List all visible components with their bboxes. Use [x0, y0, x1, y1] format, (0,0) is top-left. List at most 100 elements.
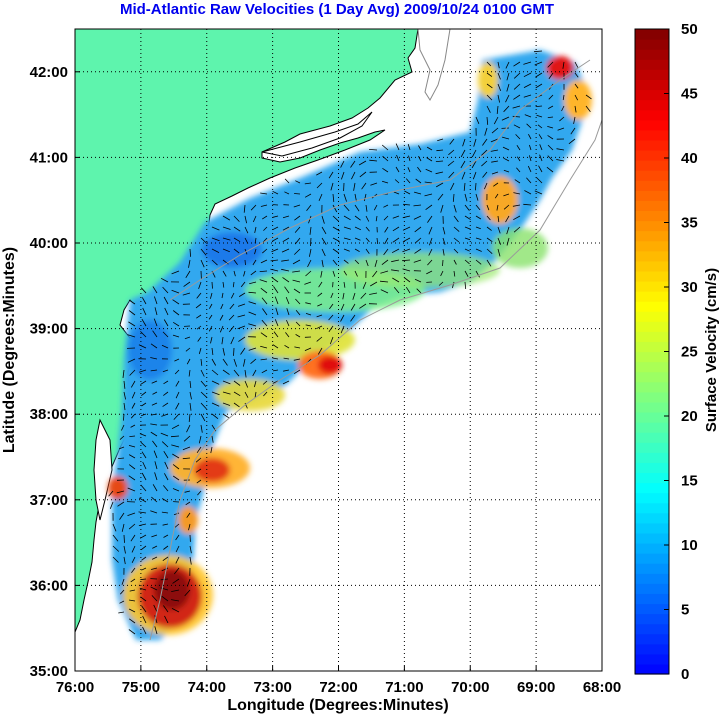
velocity-arrow [486, 105, 491, 113]
velocity-arrow [128, 629, 136, 635]
velocity-arrow [403, 277, 411, 283]
colorbar-swatch [635, 190, 669, 201]
colorbar-swatch [635, 139, 669, 151]
velocity-arrow [413, 215, 422, 220]
velocity-arrow [496, 204, 499, 211]
velocity-arrow [154, 615, 158, 624]
velocity-arrow [173, 567, 180, 575]
colorbar-tick-label: 5 [681, 602, 689, 619]
velocity-arrow [284, 191, 290, 195]
colorbar-swatch [635, 351, 669, 363]
velocity-arrow [164, 307, 169, 316]
velocity-arrow [131, 567, 136, 573]
velocity-arrow [547, 135, 554, 140]
velocity-arrow [175, 380, 180, 387]
velocity-arrow [513, 94, 521, 100]
velocity-arrow [340, 314, 345, 322]
colorbar-swatch [635, 119, 669, 131]
velocity-arrow [343, 204, 350, 212]
velocity-arrow [274, 319, 279, 327]
velocity-arrow [140, 596, 147, 602]
velocity-arrow [395, 166, 400, 173]
velocity-arrow [463, 182, 466, 191]
velocity-arrow [354, 215, 361, 221]
velocity-arrow [286, 319, 290, 327]
velocity-arrow [304, 281, 312, 285]
velocity-arrow [198, 281, 202, 290]
velocity-arrow [316, 314, 323, 318]
velocity-arrow [171, 608, 180, 613]
velocity-arrow [352, 292, 356, 300]
velocity-arrow [119, 435, 125, 440]
velocity-arrow [547, 144, 554, 151]
velocity-arrow [189, 248, 191, 257]
colorbar-swatch [635, 411, 669, 423]
velocity-arrow [475, 226, 481, 230]
velocity-arrow [154, 626, 158, 635]
velocity-arrow [449, 138, 455, 145]
velocity-arrow [200, 391, 208, 398]
velocity-arrow [328, 325, 334, 333]
colorbar-swatch [635, 160, 669, 171]
colorbar-swatch [635, 502, 669, 514]
velocity-arrow [248, 301, 257, 305]
colorbar-swatch [635, 331, 669, 343]
velocity-arrow [175, 545, 180, 553]
velocity-arrow [568, 138, 576, 145]
velocity-arrow [321, 226, 327, 235]
velocity-arrow [219, 325, 224, 333]
velocity-arrow [317, 292, 323, 297]
colorbar-swatch [635, 522, 669, 534]
colorbar-swatch [635, 492, 669, 504]
velocity-arrow [383, 204, 389, 208]
velocity-arrow [282, 237, 290, 243]
velocity-arrow [211, 435, 214, 443]
velocity-arrow [512, 204, 521, 207]
velocity-arrow [232, 281, 235, 288]
velocity-arrow [497, 237, 502, 245]
velocity-arrow [513, 124, 521, 129]
velocity-arrow [248, 323, 257, 327]
velocity-arrow [365, 237, 370, 243]
velocity-arrow [497, 226, 501, 234]
velocity-arrow [109, 501, 114, 509]
colorbar-swatch [635, 381, 669, 393]
velocity-arrow [536, 177, 543, 184]
velocity-arrow [316, 171, 323, 176]
colorbar-swatch [635, 59, 669, 70]
velocity-arrow [140, 441, 147, 448]
velocity-arrow [170, 435, 180, 438]
velocity-arrow [533, 50, 543, 53]
velocity-arrow [174, 358, 180, 362]
velocity-arrow [524, 114, 532, 118]
colorbar-tick-label: 10 [681, 537, 698, 554]
colorbar-swatch [635, 371, 669, 383]
velocity-arrow [536, 114, 543, 118]
velocity-arrow [285, 332, 290, 338]
velocity-arrow [394, 179, 400, 184]
velocity-arrow [343, 237, 351, 241]
velocity-arrow [128, 475, 136, 481]
velocity-arrow [332, 259, 338, 266]
velocity-arrow [152, 286, 158, 294]
velocity-arrow [284, 344, 290, 349]
colorbar-swatch [635, 462, 669, 474]
velocity-arrow [150, 431, 158, 437]
velocity-arrow [171, 270, 180, 275]
velocity-arrow [503, 105, 510, 113]
colorbar-swatch [635, 603, 669, 615]
velocity-arrow [503, 157, 510, 162]
velocity-arrow [340, 303, 345, 311]
y-axis-ticks: 35:00 36:00 37:00 38:00 39:00 40:00 41:00 42:00 [30, 64, 80, 680]
velocity-arrow [284, 286, 290, 294]
velocity-arrow [493, 182, 499, 187]
velocity-arrow [535, 105, 543, 107]
velocity-arrow [222, 281, 225, 288]
velocity-arrow [282, 215, 290, 219]
velocity-arrow [574, 61, 579, 68]
velocity-arrow [184, 589, 191, 597]
velocity-arrow [486, 204, 490, 211]
velocity-arrow [127, 358, 136, 363]
velocity-arrow [164, 461, 169, 470]
velocity-arrow [128, 523, 136, 530]
